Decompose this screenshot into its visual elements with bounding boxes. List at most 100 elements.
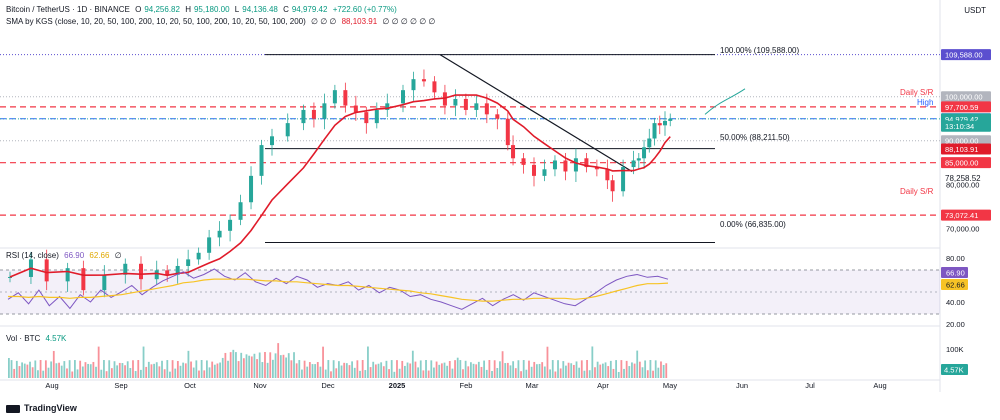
candle-body xyxy=(532,164,536,176)
volume-bar xyxy=(287,353,290,378)
candle-body xyxy=(610,180,615,192)
rsi-ma-tag-text: 62.66 xyxy=(946,281,965,290)
volume-bar xyxy=(464,360,467,378)
candle-body xyxy=(196,252,201,260)
volume-bar xyxy=(459,360,462,378)
volume-value-tag-text: 4.57K xyxy=(944,366,964,375)
sma-value: 88,103.91 xyxy=(341,17,378,26)
volume-bar xyxy=(348,365,351,378)
low-value: 94,136.48 xyxy=(242,5,278,14)
volume-bar xyxy=(501,351,504,378)
candle-body xyxy=(217,230,222,238)
y-tick: 80,000.00 xyxy=(946,181,979,190)
volume-tick: 100K xyxy=(946,345,964,354)
candle-body xyxy=(621,167,626,192)
volume-bar xyxy=(620,360,623,378)
volume-bar xyxy=(295,363,298,378)
sma-title: SMA by KGS (close, 10, 20, 50, 100, 200,… xyxy=(6,17,306,26)
volume-bar xyxy=(235,352,237,378)
candle-body xyxy=(374,109,379,124)
candle-body xyxy=(385,103,390,110)
volume-bar xyxy=(155,362,158,378)
volume-bar xyxy=(427,370,430,378)
volume-bar xyxy=(124,365,126,378)
price-tag-text: 109,588.00 xyxy=(945,51,983,60)
sma-legend[interactable]: SMA by KGS (close, 10, 20, 50, 100, 200,… xyxy=(6,17,438,26)
x-tick: 2025 xyxy=(389,381,406,390)
candle-body xyxy=(411,79,416,91)
volume-bar xyxy=(641,367,644,378)
daily-sr-bottom-label: Daily S/R xyxy=(900,187,934,196)
volume-legend[interactable]: Vol · BTC 4.57K xyxy=(6,334,69,343)
volume-bar xyxy=(591,346,594,378)
candle-body xyxy=(228,219,233,231)
open-label: O xyxy=(135,5,142,14)
volume-bar xyxy=(433,367,435,378)
volume-bar xyxy=(266,362,269,378)
open-value: 94,256.82 xyxy=(144,5,180,14)
rsi-value-tag xyxy=(941,267,968,278)
volume-bar xyxy=(398,368,401,378)
tradingview-logo[interactable]: TradingView xyxy=(6,403,77,413)
volume-bar xyxy=(174,368,177,378)
volume-bar xyxy=(462,369,464,378)
volume-bar xyxy=(132,360,134,378)
volume-bar xyxy=(570,363,573,378)
candle-body xyxy=(259,145,264,176)
volume-bar xyxy=(596,361,599,378)
volume-bar xyxy=(311,364,314,378)
sma-line xyxy=(9,94,671,278)
rsi-title: RSI (14, close) xyxy=(6,251,59,260)
volume-bar xyxy=(285,357,287,378)
volume-bar xyxy=(227,360,229,378)
volume-bar xyxy=(522,360,525,378)
volume-bar xyxy=(451,368,454,378)
symbol-legend[interactable]: Bitcoin / TetherUS · 1D · BINANCE O 94,25… xyxy=(6,5,400,14)
x-tick: Aug xyxy=(45,381,58,390)
volume-bar xyxy=(110,368,113,378)
volume-value-tag xyxy=(941,364,968,375)
volume-bar xyxy=(406,362,409,378)
candle-body xyxy=(249,175,254,203)
volume-bar xyxy=(652,370,654,378)
volume-bar xyxy=(182,362,185,378)
volume-bar xyxy=(430,360,433,378)
volume-bar xyxy=(612,368,615,378)
price-pane xyxy=(0,54,940,298)
candle-body xyxy=(453,98,458,106)
rsi-legend[interactable]: RSI (14, close) 66.90 62.66 ∅ xyxy=(6,251,125,260)
candle-body xyxy=(594,167,599,170)
volume-bar xyxy=(485,369,488,378)
volume-bar xyxy=(440,363,443,378)
volume-bar xyxy=(15,360,18,378)
volume-bar xyxy=(528,360,530,378)
volume-bar xyxy=(237,361,240,378)
volume-bar xyxy=(393,371,396,378)
volume-bar xyxy=(575,361,578,378)
volume-bar xyxy=(158,366,161,378)
volume-bar xyxy=(166,360,169,378)
currency-label[interactable]: USDT xyxy=(964,6,986,15)
volume-bar xyxy=(594,367,596,378)
volume-bar xyxy=(192,367,195,378)
x-tick: Sep xyxy=(114,381,127,390)
candle-body xyxy=(301,109,306,124)
volume-bar xyxy=(58,362,60,378)
x-tick: Nov xyxy=(253,381,267,390)
close-value: 94,979.42 xyxy=(291,5,328,14)
rsi-pane xyxy=(7,268,669,310)
candle-body xyxy=(421,79,426,82)
volume-bar xyxy=(274,353,277,378)
volume-bar xyxy=(330,371,332,378)
volume-bar xyxy=(396,360,398,378)
volume-bar xyxy=(55,363,58,378)
volume-bar xyxy=(100,369,103,378)
volume-bar xyxy=(345,363,348,378)
volume-bar xyxy=(646,370,649,378)
price-tag xyxy=(941,135,991,147)
volume-bar xyxy=(97,346,100,378)
volume-bar xyxy=(52,350,55,378)
volume-bar xyxy=(549,369,551,378)
candle-body xyxy=(311,109,316,119)
